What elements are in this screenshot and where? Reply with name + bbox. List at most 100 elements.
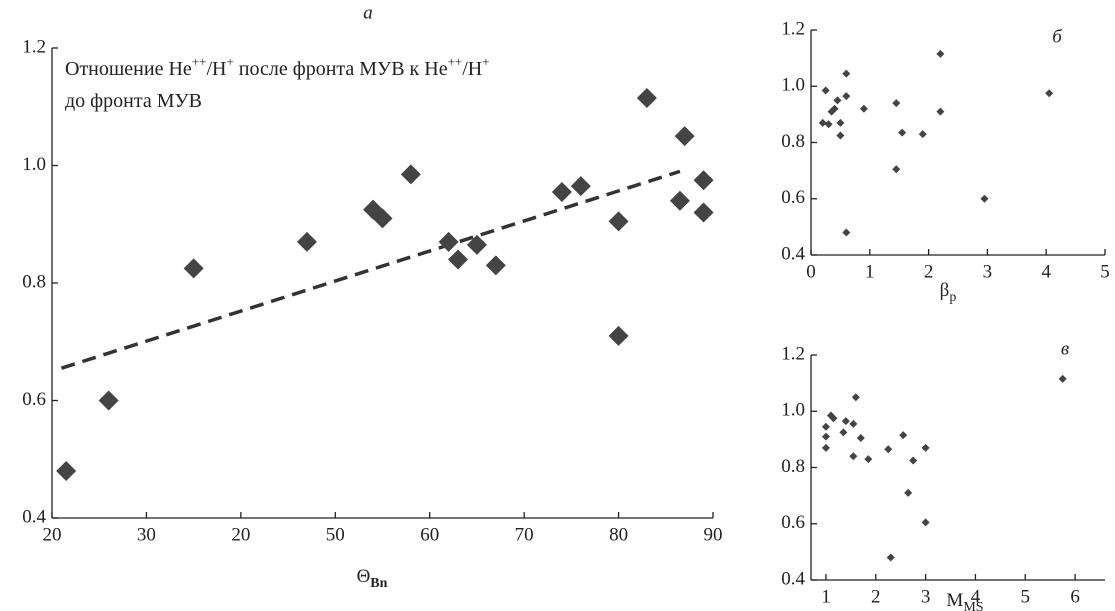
point xyxy=(821,443,830,452)
y-tick-label: 1.2 xyxy=(22,36,46,57)
y-tick-label: 0.4 xyxy=(781,243,805,264)
point xyxy=(821,86,830,95)
y-tick-label: 1.2 xyxy=(781,18,805,39)
point xyxy=(849,452,858,461)
x-tick-label: 80 xyxy=(609,524,628,545)
x-tick-label: 50 xyxy=(326,524,345,545)
annotation: до фронта МУВ xyxy=(65,90,202,112)
y-tick-label: 0.6 xyxy=(781,187,805,208)
point xyxy=(693,202,714,223)
point xyxy=(842,92,851,101)
point xyxy=(921,518,930,527)
x-axis-label-sub: p xyxy=(949,290,956,305)
x-tick-label: 20 xyxy=(43,524,62,545)
annotation-sup: ++ xyxy=(448,54,463,69)
point xyxy=(980,194,989,203)
trend-line xyxy=(60,169,681,370)
annotation-text: после фронта МУВ к He xyxy=(234,58,448,80)
point xyxy=(824,120,833,129)
annotation-text: /H xyxy=(206,58,226,80)
point xyxy=(1045,89,1054,98)
x-axis-label: ΘBn xyxy=(357,566,388,591)
point xyxy=(936,107,945,116)
point xyxy=(608,325,629,346)
annotation-text: /H xyxy=(462,58,482,80)
point xyxy=(693,170,714,191)
point xyxy=(674,126,695,147)
x-tick-label: 0 xyxy=(806,261,816,282)
point xyxy=(856,433,865,442)
point xyxy=(918,130,927,139)
x-tick-label: 90 xyxy=(704,524,723,545)
panel-label: б xyxy=(1052,26,1063,47)
point xyxy=(400,164,421,185)
y-tick-label: 0.4 xyxy=(22,506,46,527)
point xyxy=(851,393,860,402)
x-tick-label: 1 xyxy=(821,586,831,607)
point xyxy=(899,431,908,440)
x-tick-label: 4 xyxy=(1041,261,1051,282)
point xyxy=(821,422,830,431)
point xyxy=(836,118,845,127)
point xyxy=(842,228,851,237)
point xyxy=(485,255,506,276)
point xyxy=(921,443,930,452)
point xyxy=(296,231,317,252)
point xyxy=(892,165,901,174)
point xyxy=(909,456,918,465)
y-tick-label: 1.0 xyxy=(781,75,805,96)
point xyxy=(372,208,393,229)
x-axis-label: βp xyxy=(940,280,957,305)
x-tick-label: 2 xyxy=(871,586,881,607)
annotation-sup: + xyxy=(226,54,233,69)
x-tick-label: 2 xyxy=(924,261,934,282)
point xyxy=(818,118,827,127)
point xyxy=(829,414,838,423)
point xyxy=(839,428,848,437)
point xyxy=(898,128,907,137)
x-tick-label: 5 xyxy=(1021,586,1031,607)
y-tick-label: 0.6 xyxy=(22,389,46,410)
point xyxy=(448,249,469,270)
x-tick-label: 30 xyxy=(137,524,156,545)
point xyxy=(1058,374,1067,383)
x-tick-label: 4 xyxy=(971,586,981,607)
x-axis-label-main: M xyxy=(946,590,963,611)
point xyxy=(859,104,868,113)
x-tick-label: 5 xyxy=(1100,261,1110,282)
point xyxy=(183,258,204,279)
panel-label: в xyxy=(1061,338,1069,359)
point xyxy=(833,96,842,105)
annotation-text: Отношение He xyxy=(65,58,192,80)
point xyxy=(836,131,845,140)
x-tick-label: 60 xyxy=(420,524,439,545)
point xyxy=(821,432,830,441)
y-tick-label: 0.4 xyxy=(781,568,805,589)
point xyxy=(608,211,629,232)
x-axis-label: MMS xyxy=(946,590,983,611)
point xyxy=(466,234,487,255)
x-tick-label: 6 xyxy=(1070,586,1080,607)
y-tick-label: 1.2 xyxy=(781,343,805,364)
point xyxy=(849,419,858,428)
point xyxy=(936,49,945,58)
point xyxy=(892,99,901,108)
x-axis-label-sub: MS xyxy=(963,600,983,611)
point xyxy=(830,104,839,113)
x-tick-label: 3 xyxy=(983,261,993,282)
x-tick-label: 70 xyxy=(515,524,534,545)
point xyxy=(669,190,690,211)
point xyxy=(551,181,572,202)
point xyxy=(438,231,459,252)
point xyxy=(864,455,873,464)
x-tick-label: 3 xyxy=(921,586,931,607)
y-tick-label: 0.8 xyxy=(22,271,46,292)
point xyxy=(56,461,77,481)
point xyxy=(841,417,850,426)
point xyxy=(570,176,591,197)
point xyxy=(98,390,119,411)
annotation: Отношение He++/H+ после фронта МУВ к He+… xyxy=(65,54,490,80)
x-axis-label-main: Θ xyxy=(357,566,371,587)
point xyxy=(636,87,657,108)
